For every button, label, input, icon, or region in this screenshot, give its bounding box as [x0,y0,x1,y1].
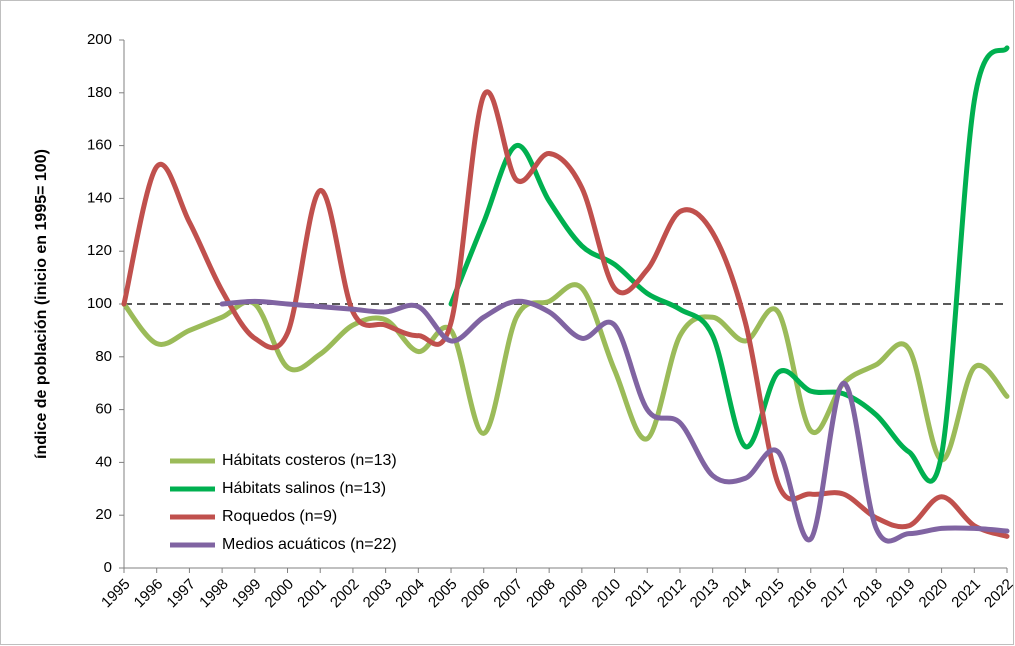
y-tick-label: 180 [87,84,112,101]
y-tick-label: 80 [95,348,112,365]
legend-label: Roquedos (n=9) [222,508,337,525]
y-tick-label: 120 [87,242,112,259]
y-tick-label: 20 [95,506,112,523]
y-tick-label: 200 [87,31,112,48]
y-tick-label: 100 [87,295,112,312]
y-tick-label: 160 [87,137,112,154]
series-line [121,282,1010,463]
legend-label: Hábitats salinos (n=13) [222,480,386,497]
y-tick-label: 40 [95,453,112,470]
legend-label: Hábitats costeros (n=13) [222,452,397,469]
y-axis-label: índice de población (inicio en 1995= 100… [33,149,50,459]
y-tick-label: 0 [104,559,112,576]
y-tick-label: 60 [95,401,112,418]
series-line [121,89,1010,539]
series-line [448,45,1010,484]
y-tick-label: 140 [87,189,112,206]
series-line [219,298,1010,544]
legend-label: Medios acuáticos (n=22) [222,536,397,553]
